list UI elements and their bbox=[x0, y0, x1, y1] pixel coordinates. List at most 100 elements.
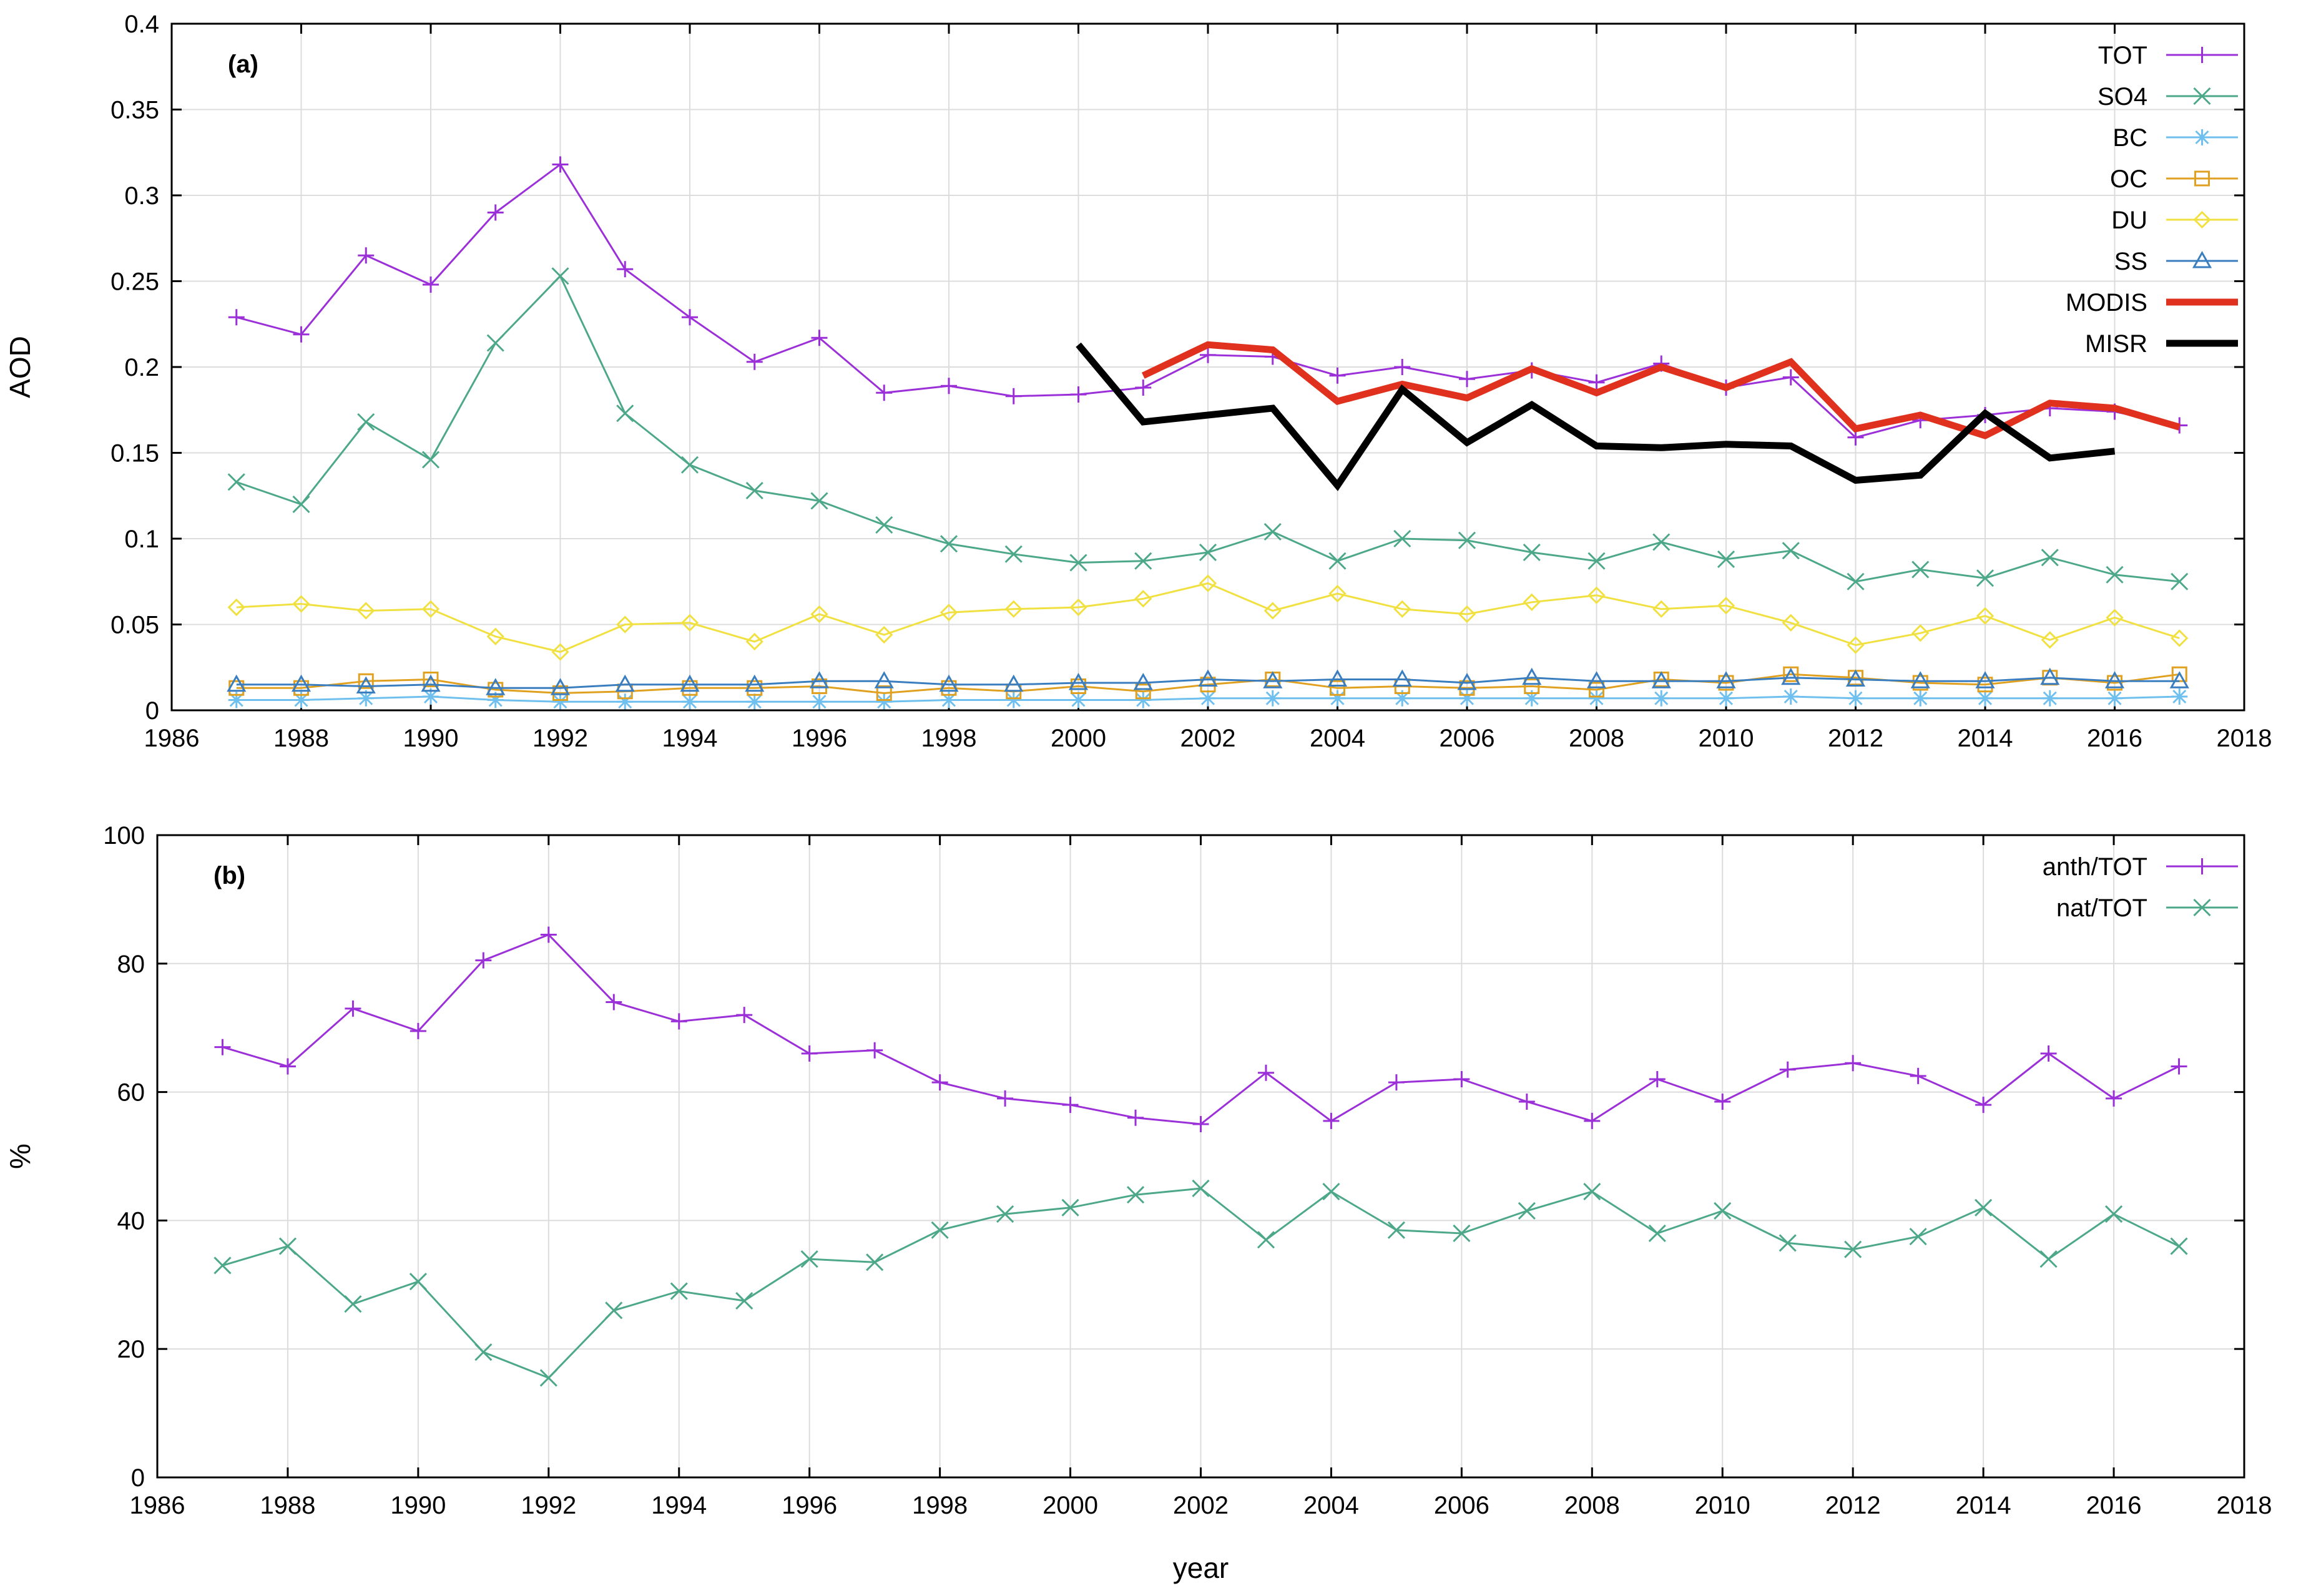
legend-marker bbox=[2193, 210, 2211, 229]
legend-label: BC bbox=[2112, 124, 2147, 152]
data-point bbox=[487, 204, 504, 221]
data-point bbox=[1717, 550, 1735, 569]
legend-label: OC bbox=[2110, 165, 2147, 193]
legend-item: anth/TOT bbox=[2043, 853, 2238, 881]
data-point bbox=[1782, 614, 1800, 632]
data-point bbox=[940, 535, 958, 553]
data-point bbox=[1069, 554, 1087, 572]
data-point bbox=[1714, 1202, 1732, 1220]
data-point bbox=[293, 692, 310, 708]
data-point bbox=[2041, 631, 2059, 649]
data-point bbox=[1717, 597, 1735, 615]
data-point bbox=[1459, 371, 1475, 388]
data-point bbox=[552, 156, 569, 173]
data-point bbox=[1524, 678, 1540, 694]
data-point bbox=[1584, 1112, 1601, 1129]
data-point bbox=[1975, 671, 1995, 688]
data-point bbox=[1387, 1221, 1405, 1239]
y-tick-label: 0.4 bbox=[124, 11, 159, 38]
y-axis-label: AOD bbox=[4, 336, 36, 398]
data-point bbox=[1133, 672, 1153, 690]
data-point bbox=[1329, 367, 1346, 384]
data-point bbox=[735, 1291, 753, 1310]
data-point bbox=[811, 693, 828, 710]
legend-marker bbox=[2194, 858, 2211, 874]
y-tick-label: 0.2 bbox=[124, 354, 159, 381]
data-point bbox=[2041, 690, 2058, 707]
data-point bbox=[1263, 602, 1282, 620]
data-point bbox=[1910, 671, 1930, 688]
series-line bbox=[1076, 342, 2116, 491]
x-tick-label: 1992 bbox=[532, 725, 588, 752]
data-point bbox=[356, 676, 376, 693]
y-tick-label: 0.05 bbox=[110, 612, 159, 639]
data-point bbox=[615, 674, 635, 692]
series-so4 bbox=[227, 267, 2189, 590]
x-tick-label: 2004 bbox=[1310, 725, 1365, 752]
legend-label: nat/TOT bbox=[2056, 894, 2147, 922]
data-point bbox=[1911, 561, 1930, 579]
x-tick-label: 1986 bbox=[144, 725, 200, 752]
data-point bbox=[1781, 667, 1801, 685]
data-point bbox=[2170, 1237, 2188, 1255]
data-point bbox=[941, 692, 957, 708]
data-point bbox=[2106, 565, 2124, 584]
data-point bbox=[358, 247, 375, 264]
legend-marker bbox=[2194, 47, 2211, 63]
series-nat-tot bbox=[213, 1179, 2188, 1387]
data-point bbox=[1976, 607, 1995, 625]
data-point bbox=[227, 674, 247, 692]
series-line bbox=[236, 677, 2180, 689]
x-tick-label: 2006 bbox=[1440, 725, 1495, 752]
data-point bbox=[745, 674, 765, 692]
data-point bbox=[1004, 674, 1024, 692]
data-point bbox=[1004, 545, 1023, 563]
panel-b-legend: anth/TOT nat/TOT bbox=[2043, 853, 2238, 922]
data-point bbox=[1912, 675, 1928, 691]
data-point bbox=[227, 598, 245, 617]
data-point bbox=[486, 334, 504, 352]
x-tick-label: 2008 bbox=[1564, 1492, 1620, 1519]
data-point bbox=[1135, 692, 1152, 708]
data-point bbox=[931, 1074, 948, 1091]
data-point bbox=[875, 516, 893, 534]
legend-label: MODIS bbox=[2066, 289, 2147, 316]
y-tick-label: 0.35 bbox=[110, 97, 159, 124]
legend-marker bbox=[2192, 250, 2212, 268]
data-point bbox=[1844, 1240, 1862, 1258]
series-anth-tot bbox=[214, 926, 2187, 1133]
data-point bbox=[1588, 690, 1605, 707]
data-point bbox=[876, 693, 893, 710]
data-point bbox=[876, 384, 893, 401]
data-point bbox=[2169, 671, 2189, 688]
data-point bbox=[2106, 1090, 2122, 1107]
panel-label: (a) bbox=[228, 51, 258, 78]
data-point bbox=[2107, 675, 2122, 691]
data-point bbox=[1005, 388, 1022, 404]
data-point bbox=[1329, 690, 1346, 707]
data-point bbox=[996, 1205, 1014, 1223]
x-tick-label: 2010 bbox=[1699, 725, 1754, 752]
data-point bbox=[1004, 600, 1023, 618]
data-point bbox=[1976, 569, 1995, 587]
x-tick-label: 2000 bbox=[1051, 725, 1106, 752]
x-tick-label: 1994 bbox=[662, 725, 718, 752]
data-point bbox=[1782, 369, 1799, 386]
legend-item: SS bbox=[2114, 248, 2238, 275]
data-point bbox=[1005, 692, 1022, 708]
data-point bbox=[540, 926, 557, 943]
data-point bbox=[1330, 680, 1345, 696]
data-point bbox=[745, 481, 763, 500]
data-point bbox=[1523, 593, 1541, 611]
x-tick-label: 2000 bbox=[1043, 1492, 1098, 1519]
data-point bbox=[1458, 531, 1476, 549]
data-point bbox=[552, 693, 569, 710]
data-point bbox=[551, 267, 569, 285]
data-point bbox=[1135, 379, 1152, 396]
data-point bbox=[1518, 1202, 1536, 1220]
data-point bbox=[2039, 1250, 2058, 1268]
y-tick-label: 0.25 bbox=[110, 268, 159, 296]
data-point bbox=[809, 671, 830, 688]
data-point bbox=[810, 605, 828, 624]
data-point bbox=[291, 674, 312, 692]
